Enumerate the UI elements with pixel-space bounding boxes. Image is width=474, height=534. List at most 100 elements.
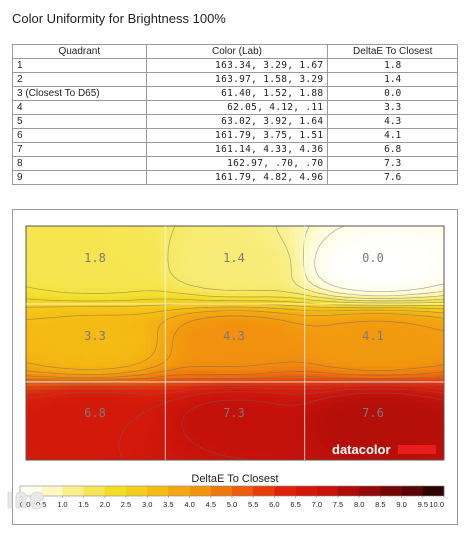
heatmap-cell	[334, 417, 341, 422]
heatmap-cell	[289, 370, 296, 375]
heatmap-cell	[439, 339, 444, 344]
heatmap-cell	[299, 257, 306, 262]
heatmap-cell	[100, 257, 107, 262]
heatmap-cell	[125, 409, 132, 414]
heatmap-cell	[50, 417, 57, 422]
heatmap-cell	[120, 432, 127, 438]
heatmap-cell	[369, 397, 375, 403]
heatmap-cell	[384, 249, 390, 254]
heatmap-cell	[429, 265, 435, 270]
heatmap-cell	[404, 413, 410, 418]
heatmap-cell	[230, 424, 236, 430]
heatmap-cell	[210, 292, 216, 297]
heatmap-cell	[160, 280, 166, 286]
heatmap-cell	[30, 346, 37, 352]
heatmap-cell	[100, 421, 107, 426]
heatmap-cell	[26, 413, 32, 418]
heatmap-cell	[359, 280, 365, 286]
heatmap-cell	[304, 327, 311, 332]
heatmap-cell	[165, 346, 171, 352]
heatmap-cell	[155, 245, 161, 250]
heatmap-cell	[100, 343, 107, 348]
heatmap-cell	[90, 405, 97, 410]
heatmap-cell	[314, 307, 321, 313]
heatmap-cell	[210, 261, 216, 266]
heatmap-cell	[414, 346, 420, 352]
heatmap-cell	[205, 401, 211, 406]
heatmap-cell	[259, 350, 266, 356]
heatmap-cell	[414, 401, 420, 406]
heatmap-cell	[384, 382, 390, 387]
heatmap-cell	[249, 249, 256, 254]
heatmap-cell	[254, 331, 261, 336]
heatmap-cell	[334, 436, 341, 442]
heatmap-cell	[185, 307, 191, 313]
heatmap-cell	[429, 440, 435, 445]
heatmap-cell	[65, 226, 72, 231]
heatmap-cell	[175, 362, 181, 367]
heatmap-cell	[314, 296, 321, 301]
heatmap-cell	[235, 229, 241, 235]
heatmap-cell	[244, 378, 251, 383]
heatmap-cell	[55, 245, 62, 250]
heatmap-cell	[239, 366, 246, 371]
heatmap-cell	[230, 362, 236, 367]
heatmap-cell	[175, 421, 181, 426]
heatmap-cell	[269, 241, 276, 247]
heatmap-cell	[155, 226, 161, 231]
heatmap-cell	[170, 448, 176, 453]
heatmap-cell	[70, 389, 77, 395]
heatmap-cell	[135, 307, 142, 313]
heatmap-cell	[379, 272, 385, 278]
heatmap-cell	[369, 249, 375, 254]
heatmap-cell	[384, 452, 390, 457]
heatmap-cell	[205, 272, 211, 278]
heatmap-cell	[244, 385, 251, 391]
heatmap-cell	[170, 409, 176, 414]
heatmap-cell	[175, 413, 181, 418]
heatmap-cell	[30, 327, 37, 332]
heatmap-cell	[85, 257, 92, 262]
heatmap-cell	[45, 452, 52, 457]
heatmap-cell	[115, 265, 122, 270]
heatmap-cell	[165, 424, 171, 430]
heatmap-cell	[125, 331, 132, 336]
heatmap-cell	[269, 405, 276, 410]
heatmap-cell	[374, 265, 380, 270]
heatmap-cell	[175, 444, 181, 449]
heatmap-cell	[40, 280, 47, 286]
heatmap-cell	[374, 276, 380, 282]
heatmap-cell	[120, 401, 127, 406]
heatmap-cell	[205, 432, 211, 438]
heatmap-cell	[399, 268, 405, 274]
heatmap-cell	[374, 397, 380, 403]
heatmap-cell	[239, 448, 246, 453]
heatmap-cell	[195, 393, 201, 399]
heatmap-cell	[115, 343, 122, 348]
heatmap-cell	[175, 280, 181, 286]
heatmap-cell	[55, 241, 62, 247]
heatmap-cell	[160, 397, 166, 403]
heatmap-cell	[35, 315, 42, 321]
heatmap-cell	[85, 272, 92, 278]
heatmap-cell	[75, 448, 82, 453]
heatmap-cell	[259, 233, 266, 239]
heatmap-cell	[409, 424, 415, 430]
heatmap-cell	[289, 346, 296, 352]
heatmap-cell	[150, 385, 156, 391]
heatmap-cell	[394, 409, 400, 414]
heatmap-cell	[304, 440, 311, 445]
heatmap-cell	[289, 233, 296, 239]
heatmap-cell	[304, 432, 311, 438]
heatmap-cell	[289, 319, 296, 325]
heatmap-cell	[130, 257, 137, 262]
heatmap-cell	[60, 432, 67, 438]
heatmap-cell	[235, 350, 241, 356]
heatmap-cell	[185, 444, 191, 449]
heatmap-cell	[170, 296, 176, 301]
heatmap-cell	[309, 319, 316, 325]
heatmap-cell	[130, 350, 137, 356]
heatmap-cell	[55, 331, 62, 336]
heatmap-cell	[50, 315, 57, 321]
heatmap-cell	[239, 343, 246, 348]
